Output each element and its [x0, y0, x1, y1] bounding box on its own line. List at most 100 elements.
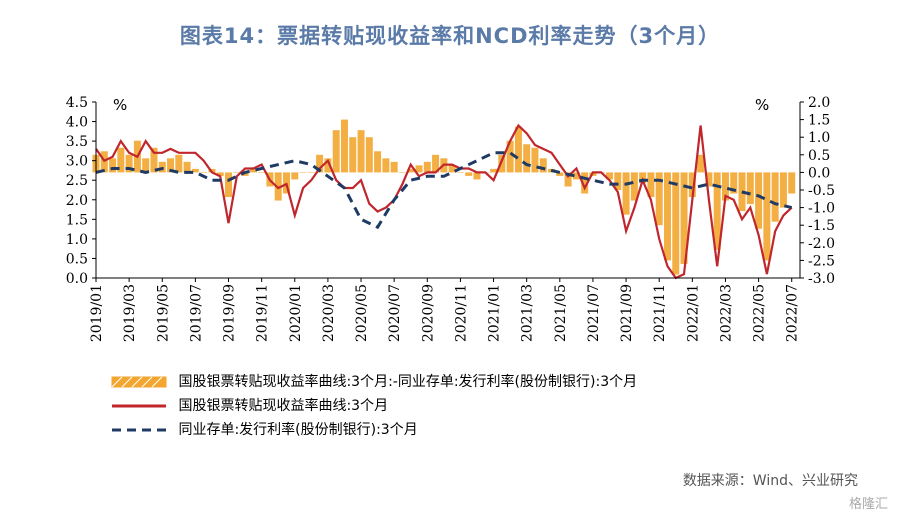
spread-bar [788, 172, 796, 194]
spread-bar [465, 172, 473, 176]
spread-bar [721, 172, 729, 201]
spread-bar [175, 154, 183, 173]
spread-bar [332, 130, 340, 173]
left-tick-label: 2.5 [66, 173, 88, 189]
x-tick-label: 2022/03 [718, 284, 734, 342]
spread-bar [630, 172, 638, 201]
legend-swatch-line [112, 404, 166, 408]
x-tick-label: 2019/09 [222, 284, 238, 342]
spread-bar [365, 137, 373, 173]
spread-bar [258, 172, 266, 173]
spread-bar [415, 165, 423, 173]
spread-bar [746, 172, 754, 205]
legend-item-discount: 国股银票转贴现收益率曲线:3个月 [110, 394, 637, 418]
spread-bar [398, 172, 406, 173]
x-tick-label: 2021/09 [619, 284, 635, 342]
legend-label-ncd: 同业存单:发行利率(股份制银行):3个月 [178, 422, 418, 438]
watermark: 格隆汇 [848, 497, 888, 512]
spread-bar [183, 161, 191, 173]
spread-bar [299, 172, 307, 173]
spread-bar [117, 147, 125, 173]
x-tick-label: 2019/03 [122, 284, 138, 342]
spread-bar [730, 172, 738, 194]
ncd-rate-line [95, 151, 793, 230]
x-tick-label: 2020/09 [420, 284, 436, 342]
spread-bar [382, 158, 390, 173]
x-tick-label: 2019/11 [255, 284, 271, 342]
spread-bar [490, 168, 498, 173]
spread-bar [349, 137, 357, 173]
left-tick-label: 0.5 [66, 251, 88, 267]
x-tick-label: 2022/07 [785, 284, 801, 342]
spread-bar [680, 172, 688, 264]
spread-bar [316, 154, 324, 173]
chart-plot: 0.00.51.01.52.02.53.03.54.04.5-3.0-2.5-2… [66, 95, 835, 342]
legend-label-spread: 国股银票转贴现收益率曲线:3个月:-同业存单:发行利率(股份制银行):3个月 [178, 374, 638, 390]
right-tick-label: 0.5 [808, 148, 830, 164]
chart-title: 图表14：票据转贴现收益率和NCD利率走势（3个月） [179, 24, 721, 48]
spread-bar [763, 172, 771, 261]
spread-bar [581, 172, 589, 194]
left-tick-label: 1.5 [66, 212, 88, 228]
right-tick-label: -3.0 [808, 271, 835, 287]
spread-bar [324, 158, 332, 173]
spread-bar [655, 172, 663, 226]
spread-bar [531, 147, 539, 173]
x-tick-label: 2022/05 [752, 284, 768, 342]
right-tick-label: 0.0 [808, 165, 830, 181]
right-tick-label: -1.5 [808, 218, 835, 234]
legend-swatch-dashed [112, 428, 166, 432]
spread-bar [523, 144, 531, 173]
spread-bar [109, 158, 117, 173]
right-tick-label: 1.0 [808, 130, 830, 146]
legend-item-spread: 国股银票转贴现收益率曲线:3个月:-同业存单:发行利率(股份制银行):3个月 [110, 370, 637, 394]
spread-bar [622, 172, 630, 215]
spread-bar [142, 158, 150, 173]
spread-bar [506, 140, 514, 173]
spread-bar [663, 172, 671, 261]
x-tick-label: 2019/05 [155, 284, 171, 342]
spread-bar [191, 168, 199, 173]
spread-bar [167, 158, 175, 173]
right-tick-label: -2.5 [808, 253, 835, 269]
spread-bar [473, 172, 481, 180]
x-tick-label: 2021/01 [487, 284, 503, 342]
left-tick-label: 4.5 [66, 95, 88, 111]
spread-bar [697, 154, 705, 173]
spread-bar [307, 172, 315, 173]
spread-bar [779, 172, 787, 208]
x-tick-label: 2020/03 [321, 284, 337, 342]
spread-bar [514, 126, 522, 173]
spread-bar [572, 172, 580, 180]
right-tick-label: 1.5 [808, 113, 830, 129]
x-tick-label: 2020/01 [288, 284, 304, 342]
spread-bar [672, 172, 680, 275]
left-tick-label: 3.5 [66, 134, 88, 150]
x-tick-label: 2021/07 [586, 284, 602, 342]
spread-bar [216, 172, 224, 176]
spread-bar [291, 172, 299, 180]
spread-bar [432, 154, 440, 173]
spread-bar [423, 161, 431, 173]
left-tick-label: 1.0 [66, 232, 88, 248]
legend-item-ncd: 同业存单:发行利率(股份制银行):3个月 [110, 418, 637, 442]
legend-label-discount: 国股银票转贴现收益率曲线:3个月 [178, 398, 389, 414]
right-tick-label: 2.0 [808, 95, 830, 111]
x-tick-label: 2021/05 [553, 284, 569, 342]
spread-bar [225, 172, 233, 198]
spread-bar [340, 119, 348, 173]
spread-bar [357, 130, 365, 173]
spread-bar [274, 172, 282, 201]
spread-bar [564, 172, 572, 187]
x-tick-label: 2020/11 [453, 284, 469, 342]
left-tick-label: 4.0 [66, 115, 88, 131]
left-tick-label: 3.0 [66, 154, 88, 170]
legend: 国股银票转贴现收益率曲线:3个月:-同业存单:发行利率(股份制银行):3个月 国… [110, 370, 637, 442]
spread-bar [771, 172, 779, 222]
spread-bar [705, 172, 713, 187]
spread-bar [713, 172, 721, 250]
right-unit-label: % [755, 96, 769, 114]
right-tick-label: -2.0 [808, 236, 835, 252]
spread-bar [688, 172, 696, 198]
spread-bar [150, 147, 158, 173]
